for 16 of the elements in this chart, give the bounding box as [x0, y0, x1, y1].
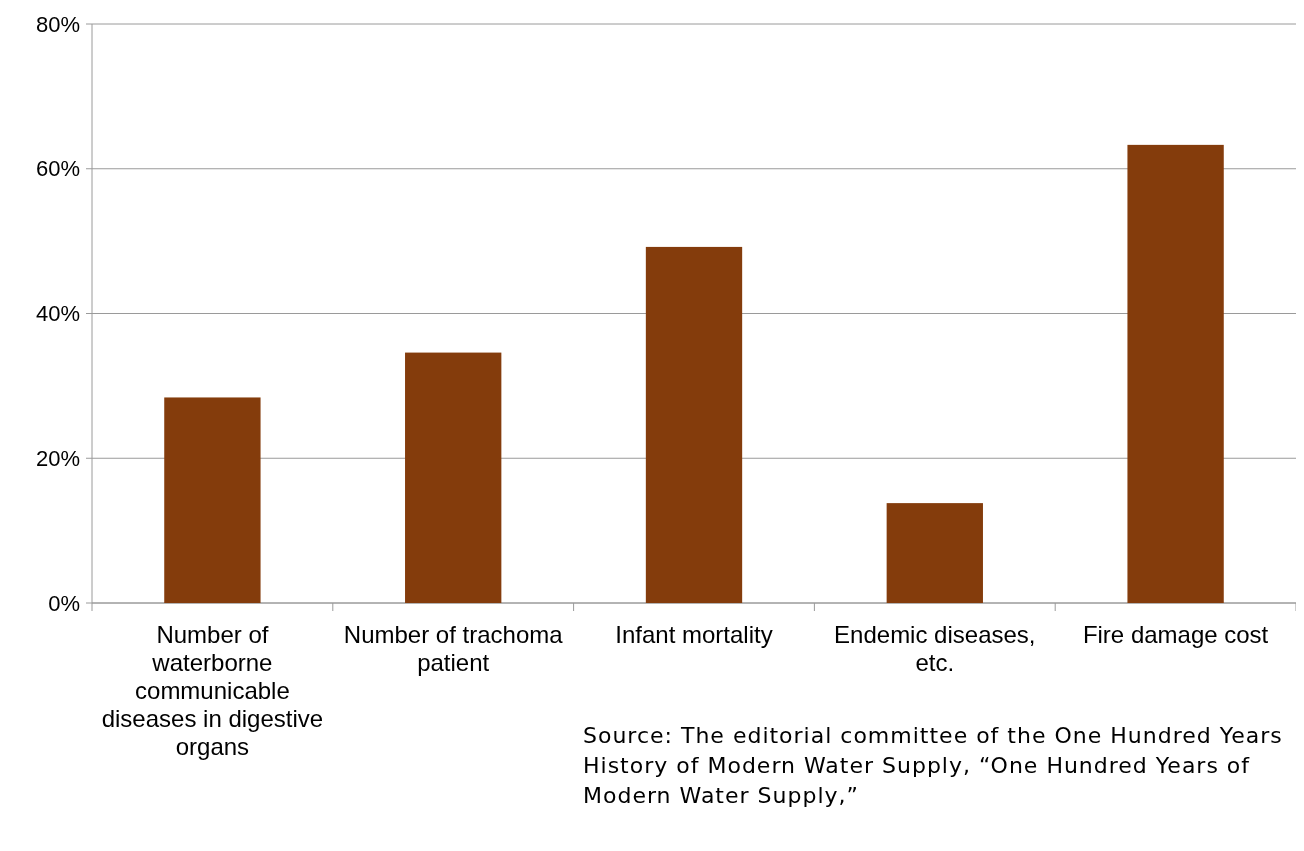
y-tick-label: 20%	[35, 445, 80, 471]
x-tick-label: Fire damage cost	[1082, 621, 1269, 648]
bar	[886, 503, 983, 603]
x-tick-label: Number of waterborne communicable diseases in digestive organs	[101, 621, 324, 760]
x-tick-label: Infant mortality	[615, 621, 773, 648]
y-tick-label: 40%	[35, 301, 80, 327]
source-note: Source: The editorial committee of the One Hundred Years History of Modern Water Supply, “One Hundred Years of Modern Water Supply,”	[583, 723, 1283, 808]
bar	[405, 352, 502, 603]
x-tick-label: Number of trachoma patient	[343, 621, 564, 676]
y-tick-label: 0%	[48, 590, 80, 616]
y-tick-label: 60%	[35, 156, 80, 182]
x-tick-label: Endemic diseases, etc.	[834, 621, 1036, 676]
bar	[164, 397, 261, 603]
bar	[645, 246, 743, 603]
y-tick-label: 80%	[35, 11, 80, 37]
bar	[1127, 144, 1224, 603]
